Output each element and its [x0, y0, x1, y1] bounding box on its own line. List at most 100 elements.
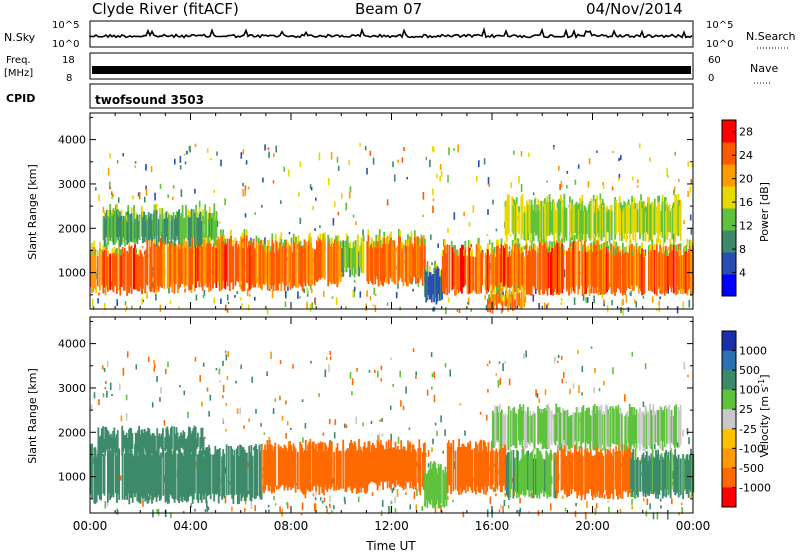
echo-column	[652, 207, 655, 234]
scatter-pixel	[369, 296, 372, 301]
echo-column	[444, 466, 447, 500]
echo-column	[104, 245, 107, 296]
echo-column	[328, 442, 331, 485]
echo-column	[259, 245, 261, 286]
echo-column	[455, 249, 458, 296]
echo-fringe	[157, 239, 160, 246]
colorbar-tick-label: 12	[739, 220, 753, 233]
colorbar-swatch	[722, 448, 736, 469]
echo-column	[154, 435, 156, 454]
echo-column	[571, 248, 574, 287]
echo-column	[557, 445, 559, 494]
echo-column	[172, 453, 175, 500]
freq-label-line2: [MHz]	[4, 68, 33, 79]
scatter-pixel	[306, 287, 309, 295]
echo-column	[283, 444, 286, 491]
scatter-pixel	[179, 155, 182, 163]
echo-column	[395, 449, 398, 481]
echo-column	[528, 205, 531, 234]
echo-fringe	[525, 238, 528, 245]
scatter-pixel	[504, 360, 506, 364]
echo-column	[378, 235, 381, 286]
echo-column	[558, 204, 561, 237]
echo-column	[200, 427, 203, 449]
echo-fringe	[527, 204, 529, 211]
scatter-pixel	[152, 271, 154, 278]
echo-column	[509, 406, 511, 451]
scatter-pixel	[119, 383, 121, 391]
echo-column	[144, 214, 147, 237]
echo-column	[590, 204, 593, 239]
echo-column	[596, 201, 598, 235]
echo-column	[660, 453, 663, 491]
scatter-pixel	[120, 415, 123, 422]
scatter-pixel	[577, 350, 579, 354]
scatter-pixel	[431, 373, 434, 377]
echo-column	[306, 450, 308, 489]
scatter-pixel	[431, 386, 433, 390]
echo-column	[653, 410, 656, 445]
scatter-pixel	[224, 350, 227, 354]
echo-column	[637, 246, 640, 294]
echo-column	[449, 446, 451, 486]
echo-fringe	[142, 210, 144, 217]
echo-column	[521, 200, 524, 235]
echo-fringe	[456, 249, 459, 256]
echo-column	[434, 462, 437, 509]
echo-column	[607, 209, 610, 233]
echo-fringe	[629, 239, 632, 246]
echo-column	[569, 450, 572, 490]
scatter-pixel	[415, 504, 418, 511]
echo-column	[506, 200, 509, 235]
echo-column	[217, 449, 220, 504]
echo-column	[686, 253, 689, 296]
scatter-pixel	[612, 367, 614, 375]
scatter-pixel	[520, 151, 523, 157]
cpid-text: twofsound 3503	[95, 93, 204, 107]
echo-fringe	[477, 237, 480, 244]
echo-column	[265, 252, 268, 283]
echo-fringe	[135, 248, 137, 255]
echo-column	[612, 448, 615, 500]
echo-column	[678, 256, 681, 291]
scatter-pixel	[513, 150, 515, 155]
scatter-pixel	[213, 297, 215, 304]
echo-column	[108, 257, 110, 289]
echo-column	[133, 211, 135, 243]
echo-band	[441, 237, 531, 296]
scatter-pixel	[218, 368, 221, 375]
scatter-pixel	[525, 350, 527, 358]
echo-column	[516, 289, 519, 307]
echo-column	[339, 246, 342, 283]
echo-column	[580, 240, 583, 286]
echo-fringe	[581, 245, 584, 252]
echo-column	[178, 447, 180, 504]
scatter-pixel	[287, 441, 290, 447]
echo-column	[186, 453, 188, 503]
echo-fringe	[209, 237, 212, 244]
scatter-pixel	[122, 153, 124, 157]
echo-column	[404, 450, 407, 489]
echo-column	[287, 248, 289, 286]
echo-column	[659, 405, 662, 449]
scatter-pixel	[368, 370, 371, 373]
velocity-plot-area	[90, 346, 695, 520]
echo-fringe	[683, 248, 685, 255]
echo-column	[659, 244, 662, 294]
echo-fringe	[249, 239, 252, 246]
echo-column	[677, 244, 680, 289]
echo-fringe	[152, 213, 155, 220]
scatter-pixel	[267, 147, 270, 150]
scatter-pixel	[659, 498, 662, 502]
scatter-pixel	[299, 161, 302, 167]
echo-fringe	[558, 236, 560, 243]
echo-column	[279, 242, 282, 284]
echo-column	[436, 474, 439, 500]
scatter-pixel	[172, 185, 175, 189]
scatter-pixel	[366, 290, 368, 297]
echo-column	[487, 249, 489, 291]
echo-column	[543, 206, 545, 243]
echo-column	[528, 415, 530, 444]
echo-column	[174, 243, 177, 285]
echo-column	[346, 448, 349, 488]
